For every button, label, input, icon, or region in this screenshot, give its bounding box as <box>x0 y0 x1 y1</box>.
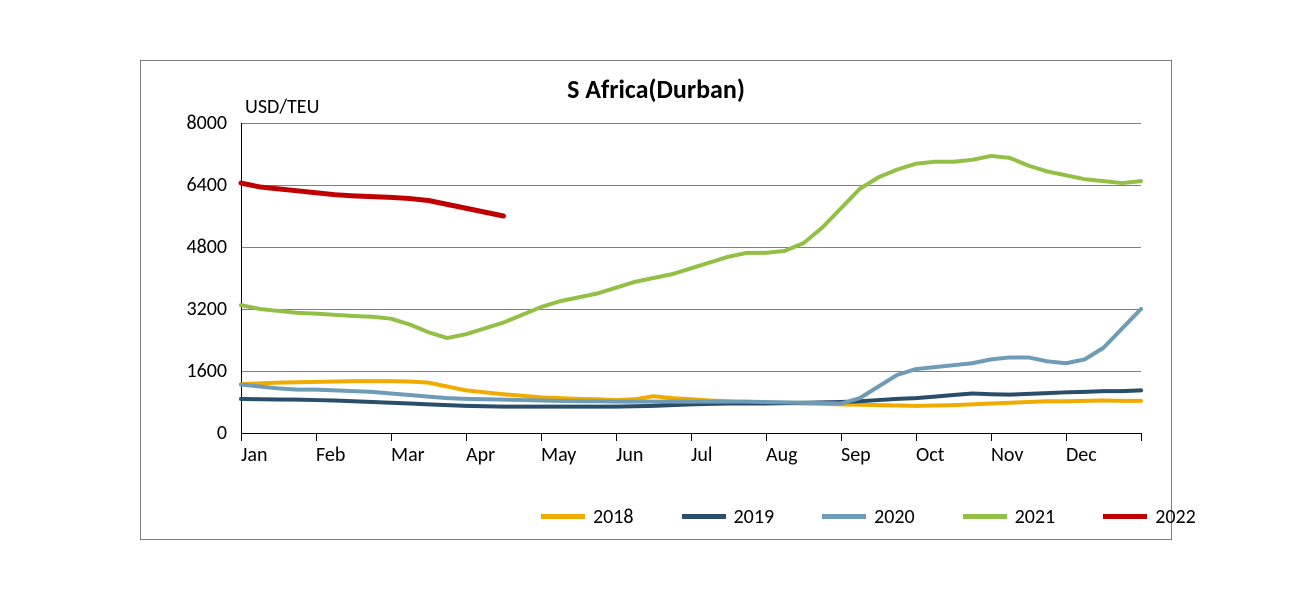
legend-label: 2019 <box>734 505 775 529</box>
y-tick-label: 1600 <box>141 359 227 383</box>
x-tick-mark <box>616 433 617 441</box>
series-2020 <box>241 309 1141 404</box>
legend: 2018 2019 2020 2021 2022 <box>541 501 1244 529</box>
x-tick-label: Feb <box>316 443 391 467</box>
x-tick-label: Dec <box>1066 443 1141 467</box>
x-tick-mark <box>316 433 317 441</box>
series-layer <box>241 123 1141 433</box>
y-tick-label: 6400 <box>141 173 227 197</box>
x-tick-mark <box>1141 433 1142 441</box>
x-tick-label: Aug <box>766 443 841 467</box>
y-tick-label: 8000 <box>141 111 227 135</box>
x-tick-mark <box>916 433 917 441</box>
x-tick-label: Jul <box>691 443 766 467</box>
legend-item-2018: 2018 <box>541 505 634 529</box>
series-2022 <box>241 183 504 216</box>
x-tick-label: Sep <box>841 443 916 467</box>
y-tick-label: 4800 <box>141 235 227 259</box>
legend-swatch <box>963 514 1007 519</box>
x-tick-label: Oct <box>916 443 991 467</box>
legend-swatch <box>682 514 726 519</box>
x-tick-mark <box>691 433 692 441</box>
x-tick-label: Nov <box>991 443 1066 467</box>
x-tick-mark <box>991 433 992 441</box>
x-tick-mark <box>1066 433 1067 441</box>
x-tick-mark <box>241 433 242 441</box>
legend-item-2022: 2022 <box>1103 505 1196 529</box>
x-tick-mark <box>541 433 542 441</box>
legend-label: 2021 <box>1015 505 1056 529</box>
x-tick-label: Jun <box>616 443 691 467</box>
chart-container: S Africa(Durban) USD/TEU 016003200480064… <box>140 60 1172 540</box>
legend-label: 2018 <box>593 505 634 529</box>
legend-item-2021: 2021 <box>963 505 1056 529</box>
legend-item-2020: 2020 <box>822 505 915 529</box>
y-tick-label: 3200 <box>141 297 227 321</box>
x-tick-label: Apr <box>466 443 541 467</box>
y-tick-label: 0 <box>141 421 227 445</box>
plot-area: 016003200480064008000JanFebMarAprMayJunJ… <box>241 123 1141 433</box>
legend-item-2019: 2019 <box>682 505 775 529</box>
x-tick-label: Mar <box>391 443 466 467</box>
x-tick-mark <box>466 433 467 441</box>
x-tick-mark <box>391 433 392 441</box>
x-tick-mark <box>766 433 767 441</box>
y-axis-unit-label: USD/TEU <box>245 95 319 119</box>
legend-swatch <box>1103 514 1147 519</box>
x-tick-label: Jan <box>241 443 316 467</box>
legend-swatch <box>541 514 585 519</box>
legend-swatch <box>822 514 866 519</box>
legend-label: 2022 <box>1155 505 1196 529</box>
x-tick-label: May <box>541 443 616 467</box>
legend-label: 2020 <box>874 505 915 529</box>
x-tick-mark <box>841 433 842 441</box>
series-2021 <box>241 156 1141 338</box>
